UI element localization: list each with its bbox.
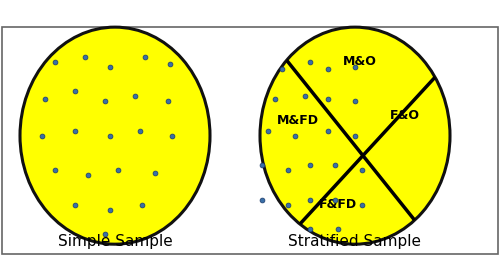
Text: M&FD: M&FD bbox=[277, 114, 319, 127]
Text: F&FD: F&FD bbox=[319, 198, 357, 211]
Text: M&O: M&O bbox=[343, 55, 377, 68]
Text: F&O: F&O bbox=[390, 110, 420, 123]
Bar bbox=[2, 27, 498, 254]
Ellipse shape bbox=[20, 27, 210, 244]
Ellipse shape bbox=[260, 27, 450, 244]
Text: Stratified Sample: Stratified Sample bbox=[288, 234, 422, 249]
Text: Simple Sample: Simple Sample bbox=[58, 234, 172, 249]
